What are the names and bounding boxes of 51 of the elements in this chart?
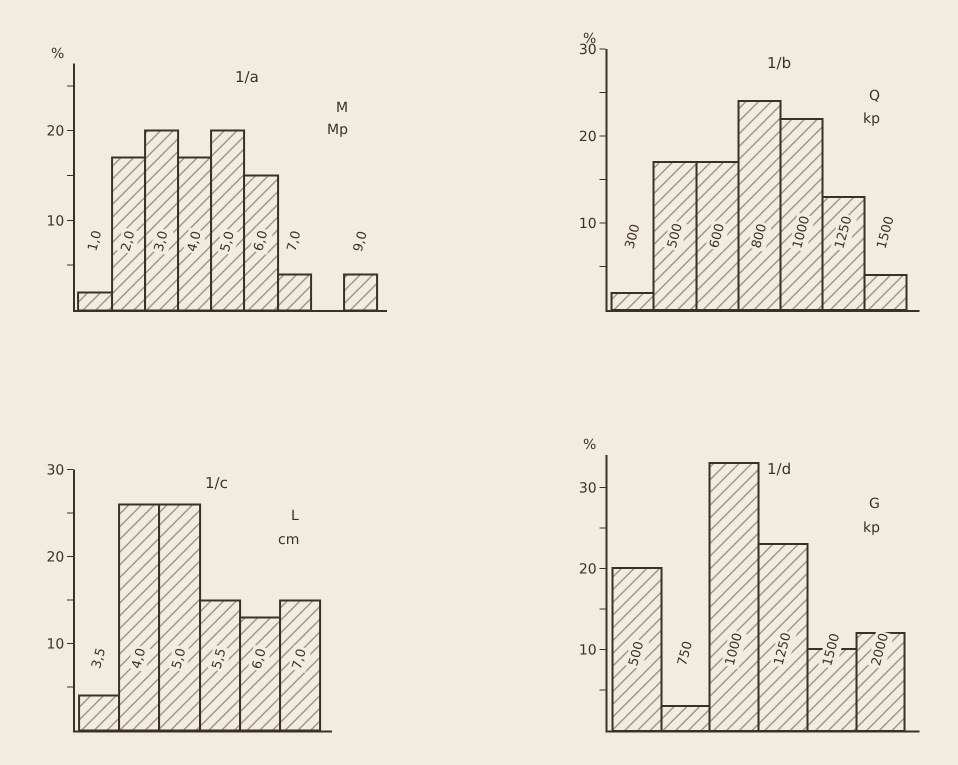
y-tick-label: 20 bbox=[46, 124, 64, 140]
x-tick-label: 9,0 bbox=[350, 230, 371, 254]
x-tick-label: 5,5 bbox=[210, 646, 230, 671]
x-tick-label: 1500 bbox=[874, 214, 898, 251]
chart-title: 1/a bbox=[235, 68, 259, 86]
annotation: G bbox=[869, 496, 880, 512]
x-tick-label: 1250 bbox=[772, 631, 795, 668]
annotation: Q bbox=[869, 88, 880, 104]
x-tick-label: 1250 bbox=[832, 214, 856, 250]
x-tick-label: 7,0 bbox=[284, 229, 304, 254]
x-tick-label: 500 bbox=[626, 640, 648, 668]
chart-title: 1/c bbox=[205, 474, 228, 492]
x-tick-label: 1,0 bbox=[85, 229, 106, 253]
x-tick-label: 7,0 bbox=[290, 647, 310, 672]
y-axis-title: % bbox=[51, 46, 64, 62]
chart-title: 1/b bbox=[767, 54, 792, 72]
x-tick-label: 750 bbox=[675, 640, 696, 668]
y-tick-label: 30 bbox=[46, 462, 64, 478]
x-tick-label: 2000 bbox=[869, 632, 892, 668]
y-tick-label: 20 bbox=[46, 549, 64, 566]
x-tick-label: 1500 bbox=[820, 632, 844, 668]
x-tick-label: 5,0 bbox=[169, 646, 190, 671]
x-tick-label: 2,0 bbox=[118, 229, 138, 254]
y-tick-label: 20 bbox=[578, 128, 597, 145]
annotation: kp bbox=[863, 111, 880, 127]
x-tick-label: 3,0 bbox=[152, 229, 172, 254]
x-tick-label: 300 bbox=[622, 222, 644, 251]
x-tick-label: 600 bbox=[707, 222, 728, 250]
annotation: L bbox=[291, 508, 299, 524]
x-tick-label: 4,0 bbox=[184, 230, 205, 254]
chart-title: 1/d bbox=[767, 460, 792, 478]
y-tick-label: 30 bbox=[578, 480, 597, 496]
x-tick-label: 1000 bbox=[722, 631, 746, 668]
annotation: M bbox=[336, 100, 348, 116]
x-tick-label: 6,0 bbox=[250, 647, 270, 671]
x-tick-label: 6,0 bbox=[251, 229, 272, 253]
y-tick-label: 20 bbox=[578, 561, 597, 578]
x-tick-label: 500 bbox=[665, 222, 686, 250]
y-tick-label: 10 bbox=[578, 216, 597, 232]
x-tick-label: 4,0 bbox=[129, 646, 150, 670]
annotation: kp bbox=[863, 520, 880, 536]
x-tick-label: 800 bbox=[749, 222, 770, 250]
y-tick-label: 10 bbox=[578, 642, 597, 658]
y-axis-title: % bbox=[583, 437, 596, 453]
annotation: cm bbox=[278, 532, 300, 548]
y-tick-label: 10 bbox=[46, 636, 64, 652]
x-tick-label: 1000 bbox=[790, 214, 814, 250]
x-tick-label: 5,0 bbox=[218, 230, 238, 254]
annotation: Mp bbox=[327, 122, 348, 138]
y-tick-label: 10 bbox=[46, 213, 64, 230]
x-tick-label: 3,5 bbox=[89, 646, 110, 670]
